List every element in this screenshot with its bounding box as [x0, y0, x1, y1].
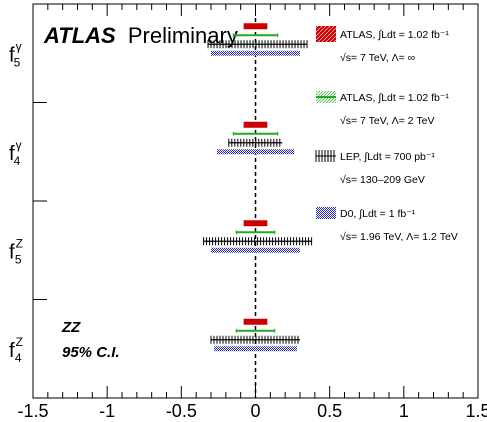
interval-bar-d0 [211, 247, 300, 253]
category-dividers [33, 102, 47, 300]
x-tick-label: 0.5 [317, 401, 342, 421]
legend-entry-label: ATLAS, ∫Ldt = 1.02 fb⁻¹ [340, 92, 449, 104]
legend-entry-label: ATLAS, ∫Ldt = 1.02 fb⁻¹ [340, 29, 449, 41]
x-tick-label: -1.5 [17, 401, 48, 421]
category-base: f [9, 241, 15, 263]
interval-bar-atlas-inf [243, 23, 268, 30]
category-base: f [9, 340, 15, 362]
interval-bar-d0 [216, 149, 295, 155]
interval-bar-atlas-inf [243, 318, 268, 325]
chart-title: ATLAS Preliminary [43, 23, 238, 48]
category-superscript: Z [16, 335, 23, 349]
category-label: fZ 5 [9, 236, 23, 266]
category-superscript: Z [16, 236, 23, 250]
interval-marks [203, 23, 313, 352]
category-labels: fγ 5fγ 4fZ 5fZ 4 [9, 39, 23, 365]
category-label: fγ 4 [9, 138, 22, 168]
legend-entry-label: LEP, ∫Ldt = 700 pb⁻¹ [340, 151, 435, 163]
title-bold: ATLAS [43, 23, 116, 48]
legend: ATLAS, ∫Ldt = 1.02 fb⁻¹ √s= 7 TeV, Λ= ∞ AT… [315, 26, 458, 243]
category-base: f [9, 143, 15, 165]
interval-bar-d0 [213, 346, 298, 352]
x-tick-label: 0 [250, 401, 260, 421]
x-tick-label: 1.5 [465, 401, 487, 421]
category-label: fZ 4 [9, 335, 23, 365]
legend-swatch-d0 [316, 207, 336, 219]
category-base: f [9, 44, 15, 66]
legend-entry-label: D0, ∫Ldt = 1 fb⁻¹ [340, 208, 416, 220]
category-superscript: γ [16, 39, 22, 53]
annotation-cl: 95% C.I. [62, 344, 120, 361]
category-superscript: γ [16, 138, 22, 152]
x-tick-label: -0.5 [166, 401, 197, 421]
x-tick-label: 1 [399, 401, 409, 421]
category-label: fγ 5 [9, 39, 22, 69]
category-subscript: 5 [14, 55, 21, 69]
x-tick-label: -1 [99, 401, 115, 421]
interval-bar-d0 [211, 50, 300, 56]
annotation-process: ZZ [61, 319, 81, 336]
legend-entry-subtitle: √s= 7 TeV, Λ= ∞ [340, 52, 415, 64]
category-subscript: 4 [15, 351, 22, 365]
interval-bar-atlas-inf [243, 121, 268, 128]
category-subscript: 4 [14, 154, 21, 168]
legend-entry-subtitle: √s= 7 TeV, Λ= 2 TeV [340, 115, 435, 127]
category-subscript: 5 [15, 252, 22, 266]
axis-ticks: -1.5 -1 -0.5 0 0.5 1 1.5 [17, 4, 487, 421]
legend-entry-subtitle: √s= 130–209 GeV [340, 174, 425, 186]
legend-entry-subtitle: √s= 1.96 TeV, Λ= 1.2 TeV [340, 231, 458, 243]
interval-bar-atlas-inf [243, 220, 268, 227]
legend-swatch-atlas-inf [316, 26, 336, 42]
